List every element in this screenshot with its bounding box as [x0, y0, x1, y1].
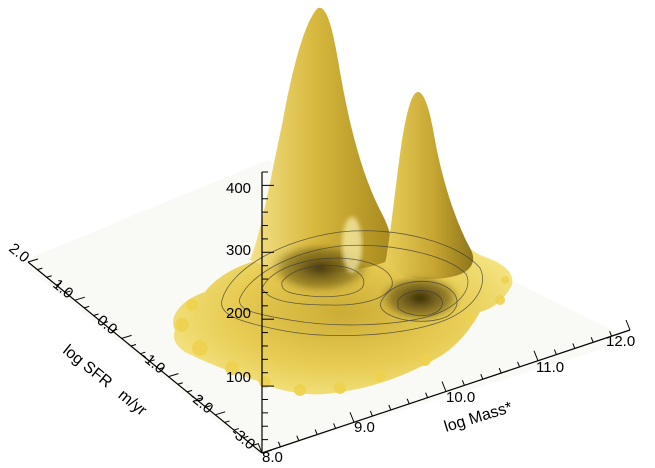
- peak-left: [250, 7, 392, 273]
- y-tick-mark: [84, 305, 90, 309]
- y-tick-mark: [233, 428, 240, 431]
- z-tick-label: 200: [226, 305, 251, 322]
- x-tick-mark: [369, 410, 373, 417]
- z-tick-label: 300: [226, 242, 251, 259]
- y-tick-mark: [140, 351, 146, 355]
- y-tick-mark: [177, 382, 183, 385]
- y-tick-mark: [149, 359, 155, 362]
- x-tick-mark: [425, 392, 429, 398]
- x-tick-mark: [553, 349, 557, 355]
- y-tick-mark: [102, 321, 109, 324]
- y-tick-mark: [65, 290, 71, 294]
- y-tick-mark: [130, 344, 137, 347]
- x-tick-mark: [498, 367, 502, 374]
- x-tick-mark: [609, 330, 613, 337]
- contour-lines: [221, 230, 483, 336]
- x-tick-label: 10.0: [446, 389, 475, 406]
- y-tick-mark: [196, 397, 202, 400]
- y-tick-mark: [121, 334, 132, 339]
- y-tick-mark: [168, 373, 179, 378]
- y-tick-mark: [205, 405, 211, 408]
- x-tick-label: 12.0: [606, 333, 635, 350]
- y-axis-line: [27, 261, 263, 454]
- x-tick-mark: [277, 441, 281, 448]
- x-tick-mark: [441, 381, 447, 392]
- y-tick-mark: [252, 443, 258, 446]
- x-tick-mark: [533, 350, 539, 361]
- y-tick-mark: [112, 328, 118, 332]
- y-tick-mark: [46, 275, 52, 278]
- z-tick-label: 400: [226, 180, 251, 197]
- y-tick-mark: [158, 366, 165, 370]
- x-tick-mark: [461, 380, 465, 386]
- z-minor-ticks: [262, 171, 274, 441]
- x-tick-mark: [572, 343, 576, 349]
- x-tick-mark: [257, 442, 263, 454]
- y-tick-mark: [27, 258, 39, 263]
- y-tick-mark: [37, 267, 43, 271]
- x-tick-mark: [388, 404, 392, 411]
- x-tick-mark: [314, 429, 318, 435]
- y-tick-mark: [55, 282, 62, 286]
- x-minor-ticks: [257, 319, 631, 454]
- z-tick-label: 100: [226, 369, 251, 386]
- x-tick-label: 9.0: [354, 419, 375, 436]
- y-tick-mark: [186, 389, 193, 393]
- x-tick-mark: [406, 398, 410, 404]
- x-tick-mark: [590, 337, 594, 343]
- y-minor-ticks: [27, 258, 273, 454]
- x-tick-mark: [333, 423, 337, 429]
- x-tick-mark: [296, 435, 300, 441]
- y-tick-mark: [93, 313, 99, 316]
- x-tick-label: 8.0: [262, 449, 283, 466]
- x-tick-mark: [349, 412, 355, 423]
- y-tick-mark: [215, 411, 226, 416]
- x-tick-mark: [517, 361, 521, 368]
- y-tick-mark: [243, 435, 249, 439]
- peak-right: [385, 92, 474, 280]
- x-tick-mark: [480, 374, 484, 380]
- x-tick-label: 11.0: [536, 359, 564, 376]
- y-tick-mark: [261, 449, 273, 454]
- y-tick-mark: [224, 420, 230, 423]
- x-tick-mark: [625, 319, 631, 331]
- y-tick-mark: [74, 296, 85, 301]
